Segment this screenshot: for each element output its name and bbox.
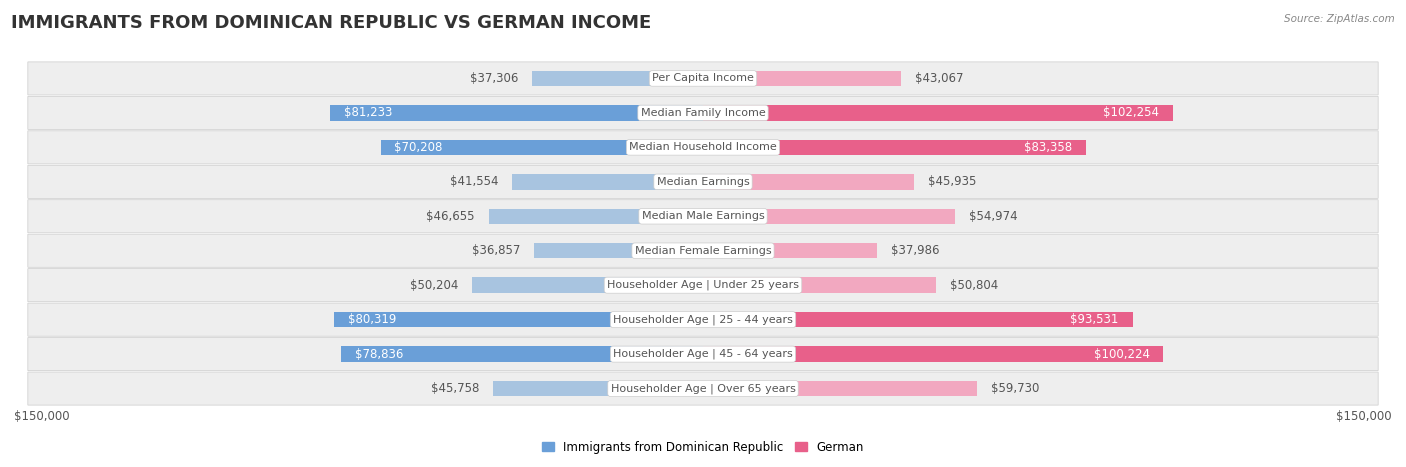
Text: $41,554: $41,554 — [450, 175, 498, 188]
Bar — [703, 71, 901, 86]
Text: Median Household Income: Median Household Income — [628, 142, 778, 152]
Text: $150,000: $150,000 — [1336, 410, 1392, 423]
Bar — [330, 105, 703, 120]
Text: Median Family Income: Median Family Income — [641, 108, 765, 118]
FancyBboxPatch shape — [28, 269, 1378, 302]
FancyBboxPatch shape — [28, 96, 1378, 129]
Bar — [489, 209, 703, 224]
Text: $81,233: $81,233 — [343, 106, 392, 120]
Bar — [494, 381, 703, 396]
FancyBboxPatch shape — [28, 234, 1378, 267]
Text: Householder Age | 45 - 64 years: Householder Age | 45 - 64 years — [613, 349, 793, 359]
Bar — [703, 243, 877, 258]
Bar — [381, 140, 703, 155]
Text: $150,000: $150,000 — [14, 410, 70, 423]
Bar — [534, 243, 703, 258]
Legend: Immigrants from Dominican Republic, German: Immigrants from Dominican Republic, Germ… — [537, 436, 869, 458]
Text: $50,804: $50,804 — [950, 279, 998, 292]
Bar — [703, 381, 977, 396]
Text: $45,758: $45,758 — [430, 382, 479, 395]
Text: $50,204: $50,204 — [411, 279, 458, 292]
Bar — [703, 277, 936, 293]
Bar — [472, 277, 703, 293]
Text: $70,208: $70,208 — [394, 141, 443, 154]
FancyBboxPatch shape — [28, 338, 1378, 371]
Bar — [703, 347, 1163, 362]
Text: $100,224: $100,224 — [1094, 347, 1150, 361]
Text: $43,067: $43,067 — [914, 72, 963, 85]
Bar — [340, 347, 703, 362]
Text: Median Male Earnings: Median Male Earnings — [641, 211, 765, 221]
Text: $46,655: $46,655 — [426, 210, 475, 223]
Bar — [531, 71, 703, 86]
FancyBboxPatch shape — [28, 372, 1378, 405]
Text: $45,935: $45,935 — [928, 175, 976, 188]
Text: $59,730: $59,730 — [991, 382, 1039, 395]
Text: Median Earnings: Median Earnings — [657, 177, 749, 187]
Text: IMMIGRANTS FROM DOMINICAN REPUBLIC VS GERMAN INCOME: IMMIGRANTS FROM DOMINICAN REPUBLIC VS GE… — [11, 14, 651, 32]
Text: $102,254: $102,254 — [1102, 106, 1159, 120]
Text: $78,836: $78,836 — [354, 347, 404, 361]
Text: $93,531: $93,531 — [1070, 313, 1119, 326]
Bar — [703, 140, 1085, 155]
Bar — [335, 312, 703, 327]
Text: Median Female Earnings: Median Female Earnings — [634, 246, 772, 256]
Bar — [703, 105, 1173, 120]
Text: $36,857: $36,857 — [471, 244, 520, 257]
Bar — [512, 174, 703, 190]
Text: $80,319: $80,319 — [347, 313, 396, 326]
Text: $37,986: $37,986 — [891, 244, 939, 257]
FancyBboxPatch shape — [28, 165, 1378, 198]
Text: Source: ZipAtlas.com: Source: ZipAtlas.com — [1284, 14, 1395, 24]
FancyBboxPatch shape — [28, 62, 1378, 95]
Text: Householder Age | Over 65 years: Householder Age | Over 65 years — [610, 383, 796, 394]
Text: $83,358: $83,358 — [1024, 141, 1073, 154]
FancyBboxPatch shape — [28, 303, 1378, 336]
Bar — [703, 174, 914, 190]
Text: $37,306: $37,306 — [470, 72, 517, 85]
Bar — [703, 312, 1133, 327]
Text: Householder Age | Under 25 years: Householder Age | Under 25 years — [607, 280, 799, 290]
Text: Householder Age | 25 - 44 years: Householder Age | 25 - 44 years — [613, 314, 793, 325]
Text: $54,974: $54,974 — [969, 210, 1018, 223]
Text: Per Capita Income: Per Capita Income — [652, 73, 754, 84]
FancyBboxPatch shape — [28, 200, 1378, 233]
FancyBboxPatch shape — [28, 131, 1378, 164]
Bar — [703, 209, 956, 224]
